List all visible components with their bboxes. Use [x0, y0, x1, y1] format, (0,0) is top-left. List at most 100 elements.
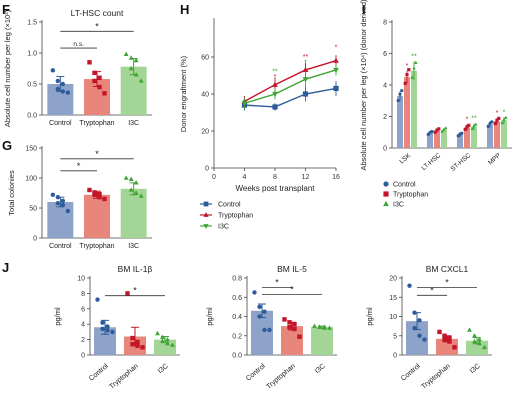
panel-j1-point-control	[100, 320, 105, 325]
panel-f-point-tryptophan	[102, 91, 107, 96]
panel-i-y-tick-label: 0	[383, 146, 387, 153]
panel-j3-y-tick-label: 5	[393, 333, 397, 340]
panel-g-y-tick-label: 0	[33, 236, 37, 243]
panel-g-point-tryptophan	[102, 196, 107, 202]
panel-j3-point-i3c	[477, 340, 482, 346]
panel-f-significance-label: n.s.	[73, 41, 84, 48]
panel-i-point-i3c	[410, 75, 414, 79]
panel-h-legend-marker-tryptophan	[203, 212, 209, 217]
panel-h-marker-i3c	[241, 101, 248, 107]
panel-i-point-i3c	[472, 124, 476, 128]
panel-i-point-tryptophan	[493, 121, 497, 126]
panel-h-legend-label-control: Control	[218, 202, 241, 209]
panel-j1-point-tryptophan	[125, 291, 130, 296]
panel-j2-point-control	[262, 327, 267, 333]
panel-j1-point-i3c	[160, 338, 165, 343]
panel-j3-significance-label: *	[445, 278, 449, 288]
panel-i-point-tryptophan	[407, 68, 411, 72]
panel-j2-y-tick-label: 0.4	[232, 314, 242, 321]
panel-j2-significance-label: *	[290, 284, 294, 294]
panel-f-point-control	[60, 89, 66, 94]
panel-i-bar-tryptophan	[434, 130, 440, 148]
panel-j3-point-control	[417, 318, 422, 323]
panel-g-x-tick-label: Control	[49, 243, 72, 250]
panel-g-bar-tryptophan	[84, 194, 110, 238]
panel-j1-x-tick-label: I3C	[157, 363, 170, 375]
panel-f-x-tick-label: Control	[49, 120, 72, 127]
panel-j3-point-i3c	[472, 338, 477, 344]
panel-j3-point-tryptophan	[452, 345, 457, 350]
panel-j3-significance-label: *	[430, 285, 434, 295]
panel-j3-point-control	[422, 337, 427, 342]
panel-i-bar-i3c	[501, 120, 507, 148]
panel-i-point-tryptophan	[405, 73, 409, 77]
panel-j3-bar-i3c	[466, 340, 488, 355]
panel-j1-point-control	[105, 324, 110, 329]
panel-f-point-tryptophan	[97, 84, 102, 90]
panel-j3-bar-control	[406, 321, 428, 355]
panel-j1-point-control	[110, 329, 115, 335]
panel-i-significance-label: *	[503, 109, 506, 116]
panel-i-significance-label: *	[406, 63, 409, 70]
panel-j2-point-control	[267, 327, 272, 333]
panel-j2-y-tick-label: 0.8	[232, 276, 242, 283]
panel-h-y-tick-label: 0	[205, 166, 209, 173]
panel-h-x-tick-label: 16	[332, 174, 340, 181]
panel-j1-y-axis-label: pg/ml	[53, 307, 62, 326]
panel-j1-bar-control	[94, 327, 116, 355]
panel-g-point-tryptophan	[97, 195, 102, 200]
panel-h-marker-control	[302, 91, 309, 97]
panel-j3-point-control	[407, 283, 412, 288]
panel-j3-x-tick-label: Tryptophan	[420, 363, 452, 391]
panel-h-significance-label: **	[303, 54, 309, 61]
panel-g-point-i3c	[123, 175, 129, 180]
panel-h-marker-tryptophan	[302, 66, 309, 73]
panel-j2-y-tick-label: 0.2	[232, 333, 242, 340]
panel-letter-g: G	[2, 138, 12, 153]
panel-i-legend-label-tryptophan: Tryptophan	[393, 192, 428, 199]
panel-h-chart: 0 20 40 60 Donor engraftment (%) 0 4 8 12 16 Weeks…	[179, 18, 340, 231]
panel-i-bar-control	[427, 133, 433, 148]
panel-f-y-tick-label: 1.5	[27, 20, 37, 27]
panel-g-point-i3c	[128, 187, 134, 192]
panel-j2-y-axis-label: pg/ml	[205, 307, 214, 326]
panel-j1-bar-i3c	[154, 339, 176, 355]
panel-g-point-control	[55, 195, 61, 200]
panel-i-point-tryptophan	[463, 127, 467, 131]
panel-j3-point-i3c	[467, 327, 472, 332]
panel-j1-x-tick-label: Control	[88, 363, 110, 383]
panel-i-y-axis-label: Absolute cell number per leg (×10⁴) (don…	[359, 0, 368, 171]
panel-i-point-i3c	[470, 126, 474, 130]
panel-j2-significance-label: *	[275, 278, 279, 288]
panel-j1-significance-label: *	[133, 286, 137, 296]
panel-h-marker-tryptophan	[272, 81, 278, 87]
panel-j1-point-tryptophan	[130, 335, 135, 341]
panel-i-point-i3c	[474, 122, 478, 126]
panel-h-legend-marker-i3c	[203, 224, 209, 229]
panel-i-legend-marker-i3c	[383, 200, 389, 207]
panel-h-marker-control	[272, 104, 278, 110]
panel-j1-point-i3c	[170, 342, 175, 347]
panel-g-point-i3c	[138, 193, 144, 198]
panel-i-significance-label: **	[471, 116, 477, 123]
panel-i-point-tryptophan	[465, 125, 469, 129]
panel-i-legend-label-i3c: I3C	[393, 202, 404, 209]
panel-i-point-tryptophan	[433, 130, 437, 134]
panel-j3-point-tryptophan	[442, 337, 447, 342]
panel-g-x-tick-label: Tryptophan	[79, 243, 114, 250]
panel-i-point-i3c	[414, 60, 418, 65]
panel-h-significance-label: *	[274, 74, 277, 81]
panel-i-point-i3c	[444, 126, 448, 130]
panel-i-chart: 0 2 4 6 8 Absolute cell number per leg (×10⁴)…	[359, 0, 512, 209]
panel-g-point-control	[55, 201, 61, 206]
panel-i-point-i3c	[440, 129, 444, 133]
panel-letter-j: J	[2, 260, 9, 275]
panel-h-marker-i3c	[333, 67, 339, 74]
panel-j3-y-axis-label: pg/ml	[365, 307, 374, 326]
panel-g-significance-label: *	[77, 161, 81, 171]
panel-f-point-control	[60, 81, 66, 87]
panel-g-bar-control	[47, 202, 74, 238]
panel-i-y-tick-label: 8	[383, 20, 387, 27]
panel-f-y-tick-label: 1.0	[27, 51, 37, 58]
panel-j1-y-tick-label: 2	[81, 337, 85, 344]
